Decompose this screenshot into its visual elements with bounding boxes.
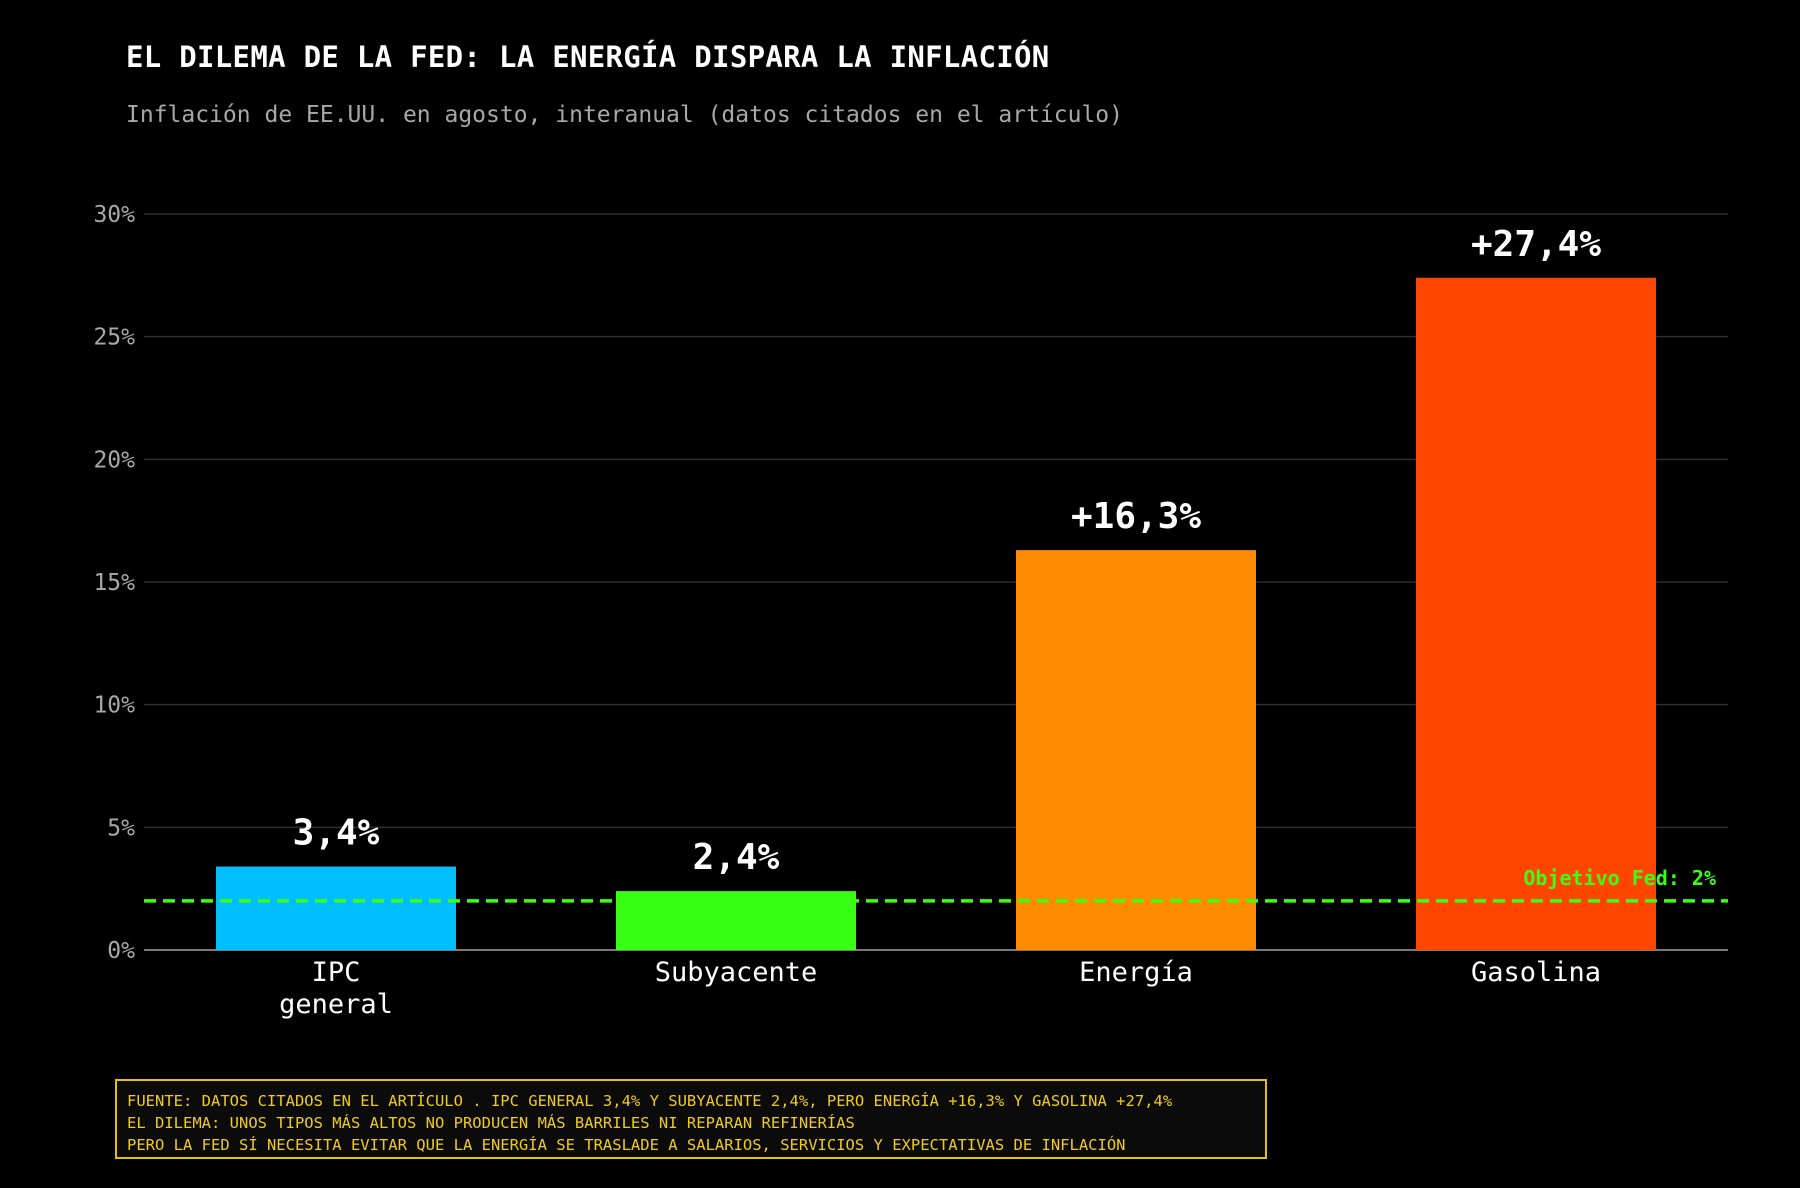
chart-subtitle: Inflación de EE.UU. en agosto, interanua… (126, 102, 1123, 128)
bar (216, 866, 456, 950)
bar-value-label: 2,4% (693, 837, 780, 878)
x-tick-label: Energía (1079, 957, 1193, 988)
fed-target-label: Objetivo Fed: 2% (1523, 866, 1716, 890)
x-tick-label-line: Gasolina (1471, 957, 1601, 988)
bar-value-label: +27,4% (1471, 224, 1601, 265)
x-tick-label: Subyacente (655, 957, 818, 988)
bar (1016, 550, 1256, 950)
source-note-line: PERO LA FED SÍ NECESITA EVITAR QUE LA EN… (127, 1136, 1126, 1154)
chart-title: EL DILEMA DE LA FED: LA ENERGÍA DISPARA … (126, 40, 1050, 74)
y-axis-ticks: 0% 5% 10% 15% 20% 25% 30% (93, 202, 135, 964)
y-tick-label: 5% (107, 815, 135, 841)
x-tick-label-line: Subyacente (655, 957, 818, 988)
bar (1416, 277, 1656, 951)
y-tick-label: 15% (93, 570, 135, 596)
x-axis-ticks: IPC general Subyacente Energía Gasolina (279, 957, 1601, 1020)
value-labels: 3,4% 2,4% +16,3% +27,4% (293, 224, 1602, 878)
bars (216, 277, 1656, 951)
x-tick-label: IPC general (279, 957, 393, 1020)
x-tick-label-line: Energía (1079, 957, 1193, 988)
y-tick-label: 10% (93, 693, 135, 719)
reference-line-group: Objetivo Fed: 2% (144, 866, 1728, 903)
bar-value-label: +16,3% (1071, 496, 1201, 537)
source-note: FUENTE: DATOS CITADOS EN EL ARTÍCULO . I… (115, 1079, 1267, 1159)
source-note-line: FUENTE: DATOS CITADOS EN EL ARTÍCULO . I… (127, 1092, 1173, 1110)
y-tick-label: 30% (93, 202, 135, 228)
x-tick-label: Gasolina (1471, 957, 1601, 988)
x-tick-label-line: IPC (312, 957, 361, 988)
y-tick-label: 20% (93, 447, 135, 473)
bar-value-label: 3,4% (293, 813, 380, 854)
source-note-line: EL DILEMA: UNOS TIPOS MÁS ALTOS NO PRODU… (127, 1114, 855, 1132)
y-tick-label: 25% (93, 325, 135, 351)
y-tick-label: 0% (107, 938, 135, 964)
x-tick-label-line: general (279, 989, 393, 1020)
